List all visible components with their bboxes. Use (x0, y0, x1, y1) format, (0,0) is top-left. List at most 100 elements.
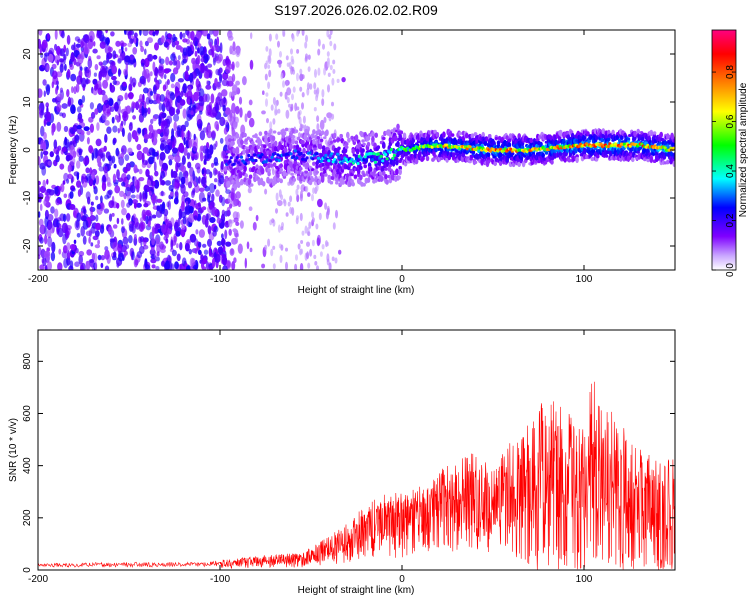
noise-cell (306, 251, 310, 260)
noise-cell (319, 119, 325, 130)
ridge-halo-cell (672, 153, 675, 157)
noise-cell (161, 120, 168, 126)
ridge-halo-cell (284, 127, 289, 132)
noise-cell (71, 86, 74, 94)
noise-cell (307, 262, 311, 269)
noise-cell (167, 228, 172, 235)
noise-cell (179, 31, 183, 40)
x-tick-label: 100 (576, 274, 593, 285)
ridge-halo-cell (361, 139, 365, 143)
noise-cell (64, 63, 67, 71)
noise-cell (61, 103, 68, 109)
noise-cell (56, 219, 60, 228)
noise-cell (211, 193, 215, 203)
noise-cell (104, 133, 108, 143)
noise-cell (198, 241, 202, 248)
noise-cell (299, 212, 303, 222)
noise-cell (43, 198, 49, 207)
noise-cell (158, 63, 164, 71)
noise-cell (40, 151, 43, 159)
noise-cell (74, 134, 80, 144)
ridge-halo-cell (269, 163, 274, 168)
noise-cell (112, 125, 118, 133)
noise-cell (148, 124, 154, 133)
ridge-halo-cell (354, 134, 359, 141)
noise-cell (128, 223, 134, 232)
ridge-core-cell (223, 159, 228, 163)
noise-cell (296, 72, 299, 82)
noise-cell (166, 201, 170, 208)
noise-cell (232, 41, 236, 52)
noise-cell (266, 118, 269, 124)
noise-cell (315, 223, 319, 230)
noise-cell (82, 178, 88, 188)
noise-cell (261, 263, 266, 269)
noise-cell (268, 33, 272, 42)
noise-cell (86, 130, 91, 136)
noise-cell (38, 38, 42, 49)
noise-cell (194, 50, 198, 57)
noise-cell (112, 137, 117, 144)
noise-cell (291, 93, 294, 101)
noise-cell (200, 57, 205, 63)
noise-cell (128, 30, 133, 35)
noise-cell (209, 171, 213, 179)
ridge-halo-cell (319, 167, 324, 172)
noise-cell (165, 238, 169, 244)
ridge-halo-cell (384, 167, 388, 171)
noise-cell (328, 262, 332, 270)
ridge-halo-cell (640, 137, 645, 141)
noise-cell (199, 130, 206, 141)
ridge-halo-cell (224, 155, 229, 159)
noise-cell (184, 175, 189, 186)
noise-cell (280, 244, 284, 251)
colorbar-label: Normalized spectral amplitude (738, 82, 749, 217)
ridge-core-cell (672, 146, 675, 150)
noise-cell (178, 142, 185, 153)
noise-cell (76, 212, 81, 222)
noise-cell (164, 31, 168, 40)
ridge-halo-cell (346, 131, 350, 139)
noise-cell (294, 102, 298, 112)
ridge-halo-cell (567, 158, 572, 163)
noise-cell (123, 68, 128, 76)
noise-cell (232, 228, 237, 233)
ridge-core-cell (254, 158, 258, 163)
noise-cell (66, 89, 70, 98)
noise-cell (70, 52, 75, 62)
noise-cell (318, 212, 322, 221)
noise-cell (217, 178, 222, 187)
noise-cell (231, 50, 237, 56)
ridge-halo-cell (454, 139, 458, 146)
noise-cell (174, 261, 179, 270)
ridge-halo-cell (359, 174, 363, 181)
noise-cell (113, 182, 119, 187)
noise-cell (100, 195, 103, 204)
ridge-core-cell (239, 155, 244, 159)
ridge-halo-cell (633, 130, 637, 138)
noise-cell (182, 108, 187, 119)
noise-cell (271, 218, 275, 224)
figure-title: S197.2026.026.02.02.R09 (274, 2, 438, 18)
noise-cell (341, 77, 346, 83)
ridge-core-cell (362, 158, 366, 162)
noise-cell (248, 206, 253, 211)
noise-cell (274, 100, 278, 108)
noise-cell (100, 63, 104, 68)
noise-cell (98, 117, 103, 123)
noise-cell (194, 181, 197, 186)
noise-cell (244, 257, 247, 269)
ridge-core-cell (341, 159, 345, 163)
noise-cell (126, 202, 131, 208)
noise-cell (83, 156, 90, 166)
noise-cell (177, 217, 181, 227)
noise-cell (205, 213, 211, 221)
ridge-halo-cell (356, 168, 361, 175)
ridge-halo-cell (244, 141, 248, 145)
ridge-core-cell (244, 162, 248, 166)
noise-cell (234, 106, 240, 114)
noise-cell (175, 230, 181, 237)
ridge-halo-cell (332, 139, 337, 143)
ridge-halo-cell (498, 160, 503, 167)
ridge-halo-cell (402, 132, 407, 139)
